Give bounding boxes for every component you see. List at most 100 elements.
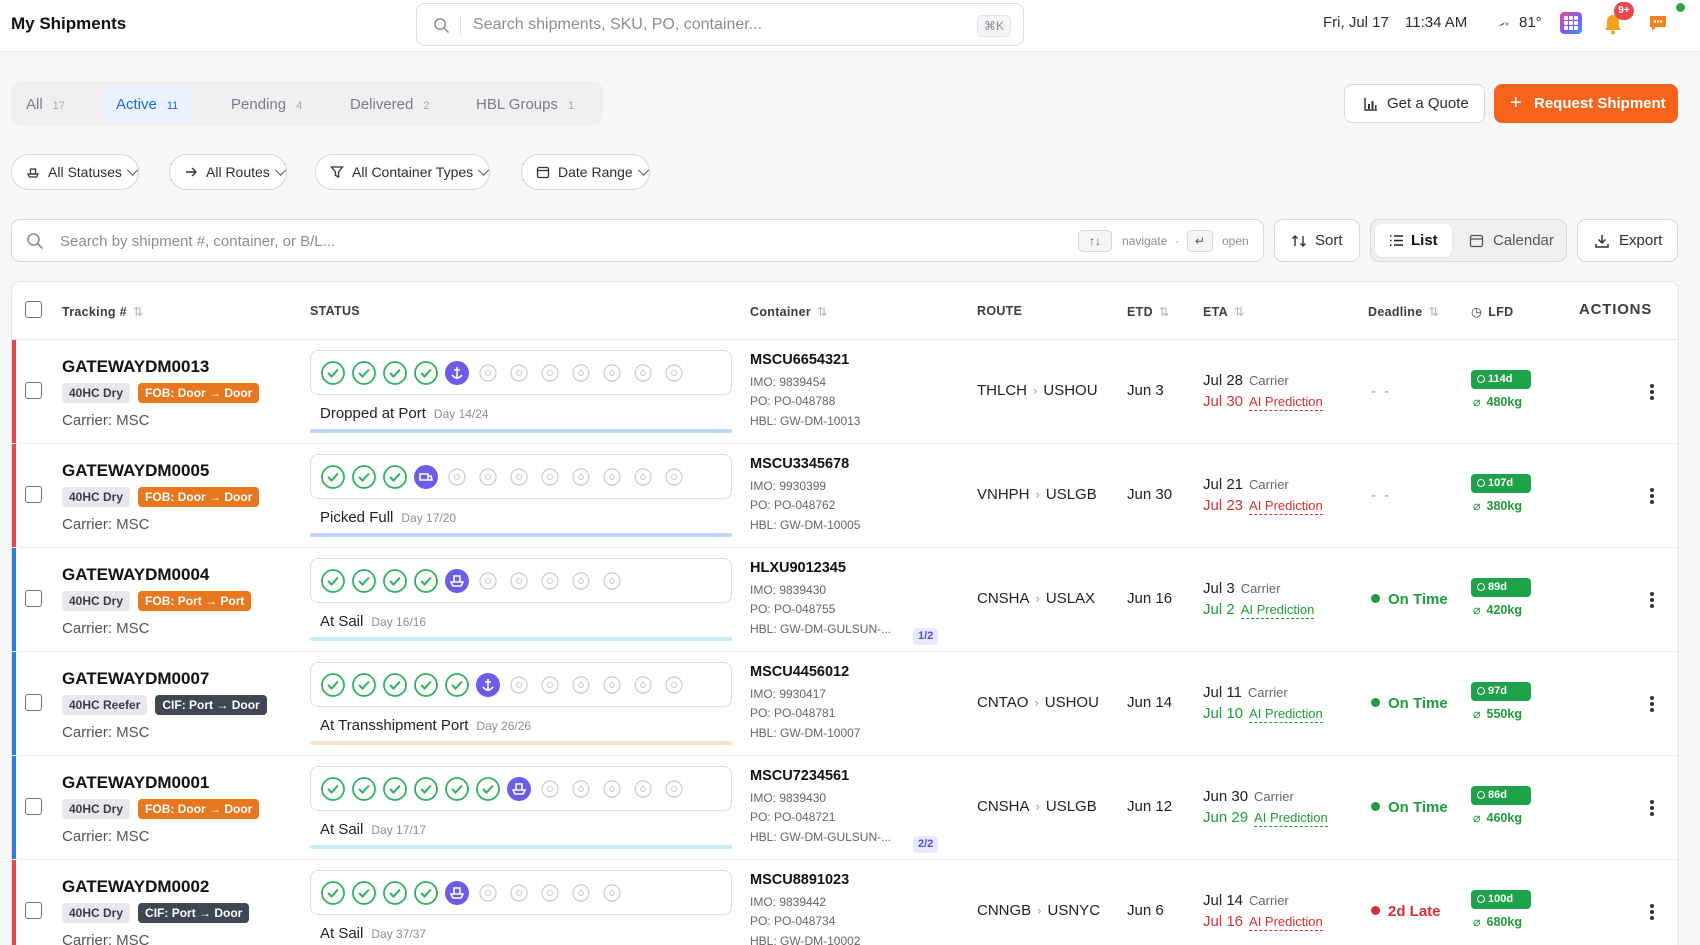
status-progress-bar — [310, 845, 732, 849]
get-quote-button[interactable]: Get a Quote — [1344, 84, 1485, 123]
step-pending-icon — [541, 572, 559, 590]
table-row[interactable]: GATEWAYDM0013 40HC Dry FOB: Door → Door Car… — [12, 340, 1678, 444]
hbl-group-badge[interactable]: 1/2 — [913, 628, 939, 645]
global-search-input[interactable]: Search shipments, SKU, PO, container... … — [416, 3, 1024, 46]
milestone-tracker[interactable] — [310, 870, 732, 915]
step-pending-icon — [572, 364, 590, 382]
column-container[interactable]: Container ⇅ — [750, 304, 828, 319]
container-imo: IMO: 9930399 — [750, 479, 827, 493]
milestone-tracker[interactable] — [310, 662, 732, 707]
row-checkbox[interactable] — [25, 590, 42, 607]
eta-ai-prediction[interactable]: Jul 23 AI Prediction — [1203, 497, 1323, 515]
chat-icon[interactable] — [1647, 12, 1669, 34]
container-type-chip: 40HC Dry — [62, 903, 131, 923]
tab-all[interactable]: All 17 — [12, 87, 79, 122]
eta-ai-prediction[interactable]: Jul 16 AI Prediction — [1203, 913, 1323, 931]
row-checkbox[interactable] — [25, 902, 42, 919]
select-all-checkbox[interactable] — [25, 301, 42, 318]
route: CNTAO › USHOU — [977, 694, 1099, 711]
apps-grid-icon[interactable] — [1560, 12, 1582, 34]
route: CNSHA › USLAX — [977, 590, 1095, 607]
tab-pending[interactable]: Pending 4 — [217, 87, 316, 122]
hint-open: open — [1222, 234, 1249, 248]
table-row[interactable]: GATEWAYDM0002 40HC Dry CIF: Port → Door Car… — [12, 860, 1678, 945]
tracking-number[interactable]: GATEWAYDM0002 — [62, 877, 210, 896]
tab-active[interactable]: Active 11 — [102, 87, 193, 122]
online-status-dot — [1676, 3, 1685, 12]
row-menu-icon[interactable] — [1648, 797, 1656, 817]
filter-container-types[interactable]: All Container Types — [315, 154, 491, 190]
route-origin: CNSHA — [977, 798, 1030, 815]
tab-label: Active — [116, 96, 157, 113]
eta-ai-prediction[interactable]: Jul 10 AI Prediction — [1203, 705, 1323, 723]
bell-icon[interactable] — [1601, 12, 1625, 36]
row-menu-icon[interactable] — [1648, 485, 1656, 505]
container-hbl: HBL: GW-DM-10002 — [750, 934, 861, 945]
column-deadline[interactable]: Deadline ⇅ — [1368, 304, 1439, 319]
step-pending-icon — [448, 468, 466, 486]
calendar-view-button[interactable]: Calendar — [1455, 224, 1563, 257]
container-number[interactable]: MSCU6654321 — [750, 352, 850, 368]
row-checkbox[interactable] — [25, 694, 42, 711]
container-imo: IMO: 9839454 — [750, 375, 827, 389]
emissions-value: 460kg — [1486, 811, 1522, 825]
container-number[interactable]: HLXU9012345 — [750, 560, 846, 576]
row-checkbox[interactable] — [25, 798, 42, 815]
sort-button[interactable]: Sort — [1274, 219, 1360, 262]
row-menu-icon[interactable] — [1648, 589, 1656, 609]
eta-carrier-label: Carrier — [1249, 477, 1289, 492]
container-number[interactable]: MSCU8891023 — [750, 872, 850, 888]
container-number[interactable]: MSCU3345678 — [750, 456, 850, 472]
table-row[interactable]: GATEWAYDM0001 40HC Dry FOB: Door → Door Car… — [12, 756, 1678, 860]
tracking-number[interactable]: GATEWAYDM0001 — [62, 773, 210, 792]
filter-routes[interactable]: All Routes — [169, 154, 287, 190]
milestone-tracker[interactable] — [310, 350, 732, 395]
step-done-check-icon — [352, 777, 376, 801]
container-imo: IMO: 9839430 — [750, 791, 827, 805]
column-route: ROUTE — [977, 304, 1023, 318]
container-number[interactable]: MSCU7234561 — [750, 768, 850, 784]
eta-ai-prediction[interactable]: Jul 2 AI Prediction — [1203, 601, 1315, 619]
row-checkbox[interactable] — [25, 486, 42, 503]
chevron-down-icon — [126, 164, 139, 176]
export-button[interactable]: Export — [1577, 219, 1678, 262]
filter-date-range[interactable]: Date Range — [521, 154, 650, 190]
tracking-number[interactable]: GATEWAYDM0005 — [62, 461, 210, 480]
table-row[interactable]: GATEWAYDM0007 40HC Reefer CIF: Port → Door… — [12, 652, 1678, 756]
eta-carrier: Jul 11 Carrier — [1203, 684, 1288, 701]
tracking-number[interactable]: GATEWAYDM0013 — [62, 357, 210, 376]
status-progress-bar — [310, 741, 732, 745]
tab-hbl-groups[interactable]: HBL Groups 1 — [462, 87, 588, 122]
tracking-number[interactable]: GATEWAYDM0007 — [62, 669, 210, 688]
milestone-tracker[interactable] — [310, 454, 732, 499]
sort-arrows-icon: ⇅ — [1428, 305, 1440, 319]
row-menu-icon[interactable] — [1648, 381, 1656, 401]
row-menu-icon[interactable] — [1648, 901, 1656, 921]
table-row[interactable]: GATEWAYDM0004 40HC Dry FOB: Port → Port Car… — [12, 548, 1678, 652]
step-current-ship-icon — [445, 881, 469, 905]
column-etd[interactable]: ETD ⇅ — [1127, 304, 1170, 319]
etd-date: Jun 3 — [1127, 382, 1164, 399]
tab-delivered[interactable]: Delivered 2 — [336, 87, 444, 122]
row-checkbox[interactable] — [25, 382, 42, 399]
row-menu-icon[interactable] — [1648, 693, 1656, 713]
milestone-tracker[interactable] — [310, 558, 732, 603]
column-eta[interactable]: ETA ⇅ — [1203, 304, 1245, 319]
column-label: LFD — [1488, 305, 1514, 319]
hbl-group-badge[interactable]: 2/2 — [913, 836, 939, 853]
request-shipment-button[interactable]: + Request Shipment — [1494, 84, 1678, 123]
eta-ai-prediction[interactable]: Jul 30 AI Prediction — [1203, 393, 1323, 411]
calendar-icon — [1469, 234, 1484, 248]
table-row[interactable]: GATEWAYDM0005 40HC Dry FOB: Door → Door Car… — [12, 444, 1678, 548]
shipment-search-input[interactable]: Search by shipment #, container, or B/L.… — [11, 219, 1264, 262]
list-view-button[interactable]: List — [1375, 224, 1452, 257]
column-tracking[interactable]: Tracking # ⇅ — [62, 304, 144, 319]
status-text: At Sail Day 17/17 — [320, 821, 426, 838]
eta-carrier-date: Jul 21 — [1203, 476, 1244, 493]
tab-count: 1 — [567, 100, 575, 112]
container-number[interactable]: MSCU4456012 — [750, 664, 850, 680]
milestone-tracker[interactable] — [310, 766, 732, 811]
tracking-number[interactable]: GATEWAYDM0004 — [62, 565, 210, 584]
eta-ai-prediction[interactable]: Jun 29 AI Prediction — [1203, 809, 1328, 827]
filter-statuses[interactable]: All Statuses — [11, 154, 139, 190]
